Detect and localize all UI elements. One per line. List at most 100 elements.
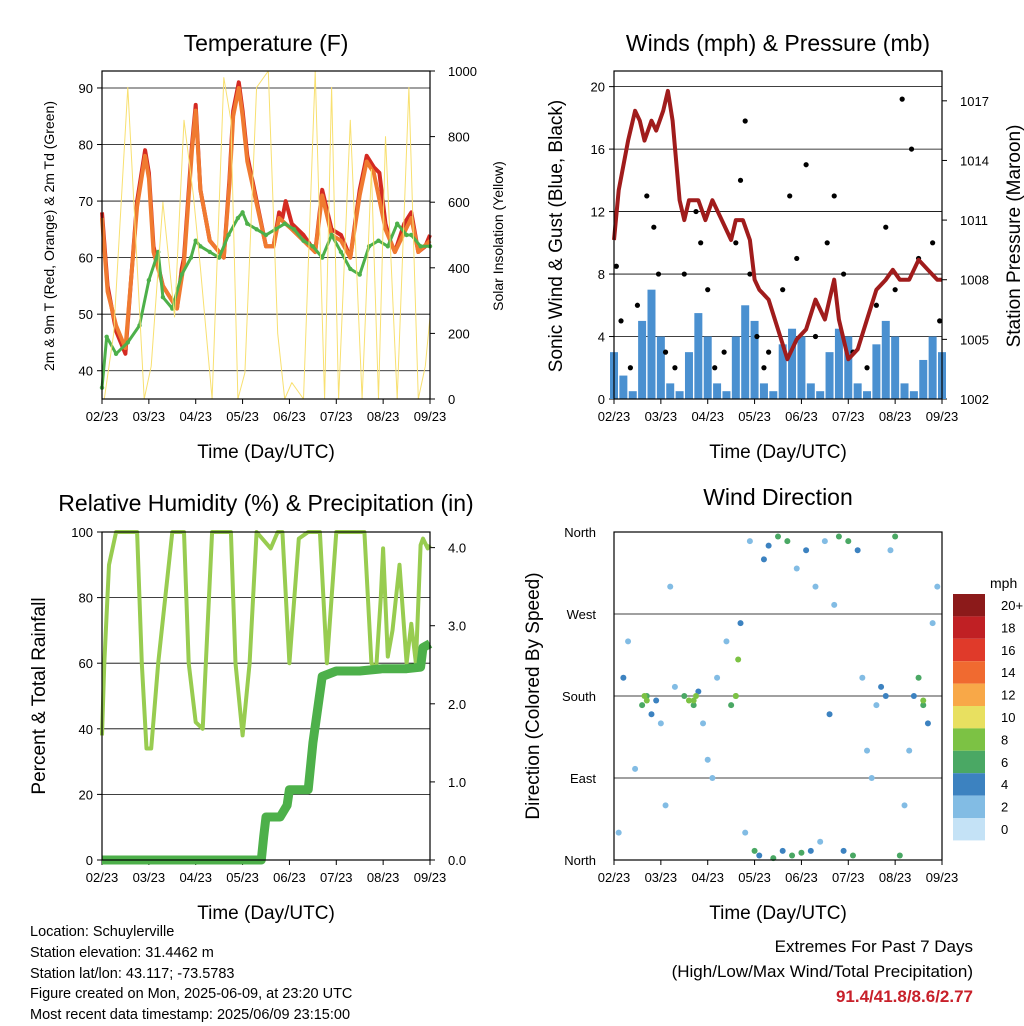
winds-xtick-label: 07/23	[832, 409, 865, 424]
wind-bar	[769, 391, 778, 399]
direction-xtick-label: 06/23	[785, 870, 818, 885]
gust-point	[864, 365, 870, 371]
temperature-ytick-right-label: 800	[448, 130, 470, 145]
legend-label: 10	[1001, 710, 1015, 725]
winds-ytick-label: 4	[598, 330, 605, 345]
direction-point	[803, 547, 810, 554]
direction-point	[835, 533, 842, 540]
legend-label: 20+	[1001, 598, 1023, 613]
wind-bar	[834, 328, 843, 399]
direction-point	[690, 697, 697, 704]
wind-bar	[656, 336, 665, 399]
wind-bar	[666, 383, 675, 399]
legend-swatch	[953, 728, 985, 751]
station-info: Location: Schuylerville Station elevatio…	[30, 922, 352, 1026]
wind-bar	[638, 320, 647, 399]
direction-point	[826, 711, 833, 718]
humidity-ytick-label: 20	[79, 787, 93, 802]
gust-point	[644, 193, 650, 199]
temperature-xtick-label: 07/23	[320, 409, 353, 424]
direction-point	[910, 693, 917, 699]
dewpoint-point	[240, 210, 245, 215]
temperature-ytick-right-label: 400	[448, 261, 470, 276]
direction-point	[709, 775, 716, 781]
dewpoint-point	[137, 323, 142, 328]
humidity-xtick-label: 02/23	[86, 870, 119, 885]
direction-point	[859, 674, 866, 681]
gust-point	[655, 271, 662, 277]
direction-ytick-label: West	[567, 607, 597, 622]
direction-point	[882, 693, 889, 699]
extremes-subtitle: (High/Low/Max Wind/Total Precipitation)	[671, 962, 973, 981]
humidity-ytick-right-label: 1.0	[448, 775, 466, 790]
direction-xtick-label: 09/23	[926, 870, 959, 885]
extremes-title: Extremes For Past 7 Days	[774, 937, 973, 956]
direction-title: Wind Direction	[703, 484, 853, 510]
gust-point	[812, 333, 819, 340]
temperature-xtick-label: 04/23	[179, 409, 212, 424]
direction-xtick-label: 05/23	[738, 870, 771, 885]
dewpoint-point	[348, 266, 353, 272]
gust-point	[618, 318, 624, 324]
station-latlon: Station lat/lon: 43.117; -73.5783	[30, 965, 235, 982]
gust-point	[712, 365, 718, 371]
winds-xtick-label: 04/23	[691, 409, 724, 424]
humidity-xtick-label: 07/23	[320, 870, 353, 885]
humidity-ytick-right-label: 3.0	[448, 619, 466, 634]
direction-point	[735, 656, 742, 663]
humidity-xtick-label: 06/23	[273, 870, 306, 885]
direction-point	[662, 802, 669, 809]
direction-point	[901, 802, 908, 809]
direction-point	[751, 847, 758, 854]
direction-point	[643, 697, 650, 704]
wind-bar	[759, 383, 768, 399]
direction-point	[648, 711, 655, 718]
temperature-ytick-label: 50	[79, 307, 93, 322]
dewpoint-point	[198, 244, 203, 249]
direction-point	[690, 702, 697, 709]
direction-xlabel: Time (Day/UTC)	[709, 903, 847, 924]
humidity-title: Relative Humidity (%) & Precipitation (i…	[58, 490, 473, 516]
wind-bar	[919, 359, 928, 399]
dewpoint-point	[310, 244, 316, 249]
winds-ytick-label: 20	[591, 80, 605, 95]
direction-point	[760, 556, 767, 563]
humidity-xtick-label: 09/23	[414, 870, 447, 885]
humidity-ytick-label: 0	[86, 853, 93, 868]
gust-point	[766, 349, 772, 355]
direction-point	[685, 697, 692, 704]
gust-point	[742, 118, 748, 124]
wind-bar	[628, 391, 637, 399]
winds-xtick-label: 02/23	[598, 409, 631, 424]
legend-title: mph	[990, 575, 1017, 591]
gust-point	[698, 240, 704, 246]
temperature-ylabel: 2m & 9m T (Red, Orange) & 2m Td (Green)	[41, 101, 57, 371]
direction-xtick-label: 03/23	[645, 870, 678, 885]
dewpoint-point	[404, 232, 409, 238]
direction-point	[681, 693, 688, 699]
dewpoint-point	[179, 272, 184, 277]
direction-point	[632, 765, 639, 772]
direction-xtick-label: 08/23	[879, 870, 912, 885]
direction-point	[821, 538, 828, 545]
direction-point	[615, 829, 622, 836]
dewpoint-point	[188, 255, 194, 260]
rainfall-line	[102, 639, 433, 865]
gust-point	[693, 208, 699, 215]
gust-point	[761, 365, 767, 371]
direction-point	[732, 693, 739, 699]
wind-bar	[909, 391, 918, 399]
gust-point	[627, 365, 634, 371]
wind-bar	[694, 313, 703, 399]
wind-bar	[863, 391, 872, 399]
temperature-xlabel: Time (Day/UTC)	[197, 442, 335, 463]
dewpoint-point	[376, 238, 381, 243]
legend-swatch	[953, 638, 985, 662]
direction-point	[784, 538, 791, 545]
gust-point	[803, 162, 809, 168]
temperature-ytick-label: 70	[79, 194, 93, 209]
temperature-ytick-right-label: 600	[448, 195, 470, 210]
direction-point	[737, 620, 744, 627]
gust-point	[747, 271, 753, 277]
winds-xtick-label: 09/23	[926, 409, 959, 424]
